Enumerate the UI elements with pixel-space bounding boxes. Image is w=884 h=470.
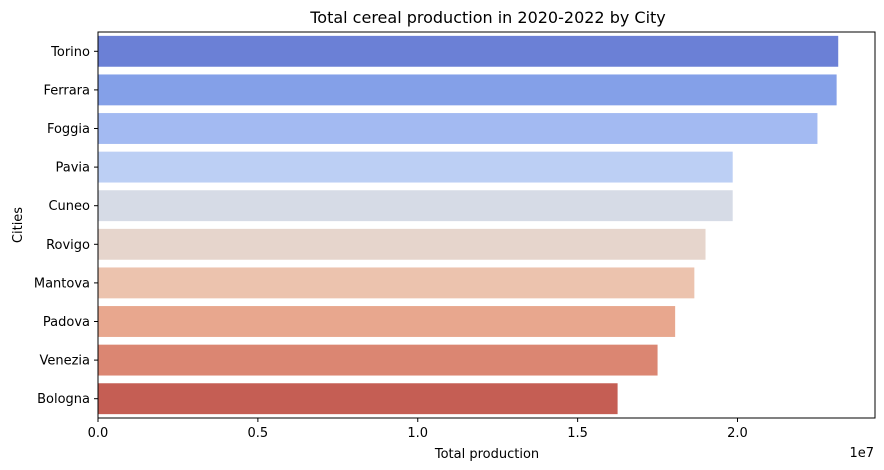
x-tick-label: 1.0 bbox=[407, 426, 428, 441]
bar-bologna bbox=[98, 383, 618, 415]
plot-area: Torino Ferrara Foggia Pavia Cuneo Rovigo Manto… bbox=[34, 31, 876, 441]
y-axis-label: Cities bbox=[11, 207, 26, 243]
bar-pavia bbox=[98, 151, 733, 183]
plot-frame bbox=[97, 31, 876, 419]
x-axis-label: Total production bbox=[434, 447, 539, 462]
y-tick-label: Bologna bbox=[37, 392, 90, 407]
bar-padova bbox=[98, 306, 676, 337]
y-tick-label: Padova bbox=[43, 315, 90, 330]
bar-mantova bbox=[98, 267, 695, 299]
y-tick-label: Torino bbox=[50, 45, 90, 60]
bar-torino bbox=[98, 35, 839, 67]
bar-foggia bbox=[98, 113, 818, 144]
x-tick-label: 2.0 bbox=[727, 426, 748, 441]
y-tick-label: Rovigo bbox=[46, 238, 90, 253]
chart-title: Total cereal production in 2020-2022 by … bbox=[309, 8, 666, 27]
x-tick-label: 0.5 bbox=[248, 426, 269, 441]
y-tick-label: Ferrara bbox=[43, 83, 90, 98]
bar-venezia bbox=[98, 344, 658, 376]
y-tick-label: Mantova bbox=[34, 276, 90, 291]
y-tick-label: Pavia bbox=[56, 161, 91, 176]
bar-ferrara bbox=[98, 74, 837, 106]
bar-cuneo bbox=[98, 190, 733, 222]
x-axis-offset-label: 1e7 bbox=[849, 446, 874, 461]
x-tick-label: 1.5 bbox=[567, 426, 588, 441]
y-tick-label: Foggia bbox=[47, 122, 90, 137]
y-tick-label: Venezia bbox=[39, 354, 90, 369]
y-tick-label: Cuneo bbox=[48, 199, 90, 214]
bar-rovigo bbox=[98, 228, 706, 260]
x-tick-label: 0.0 bbox=[88, 426, 109, 441]
